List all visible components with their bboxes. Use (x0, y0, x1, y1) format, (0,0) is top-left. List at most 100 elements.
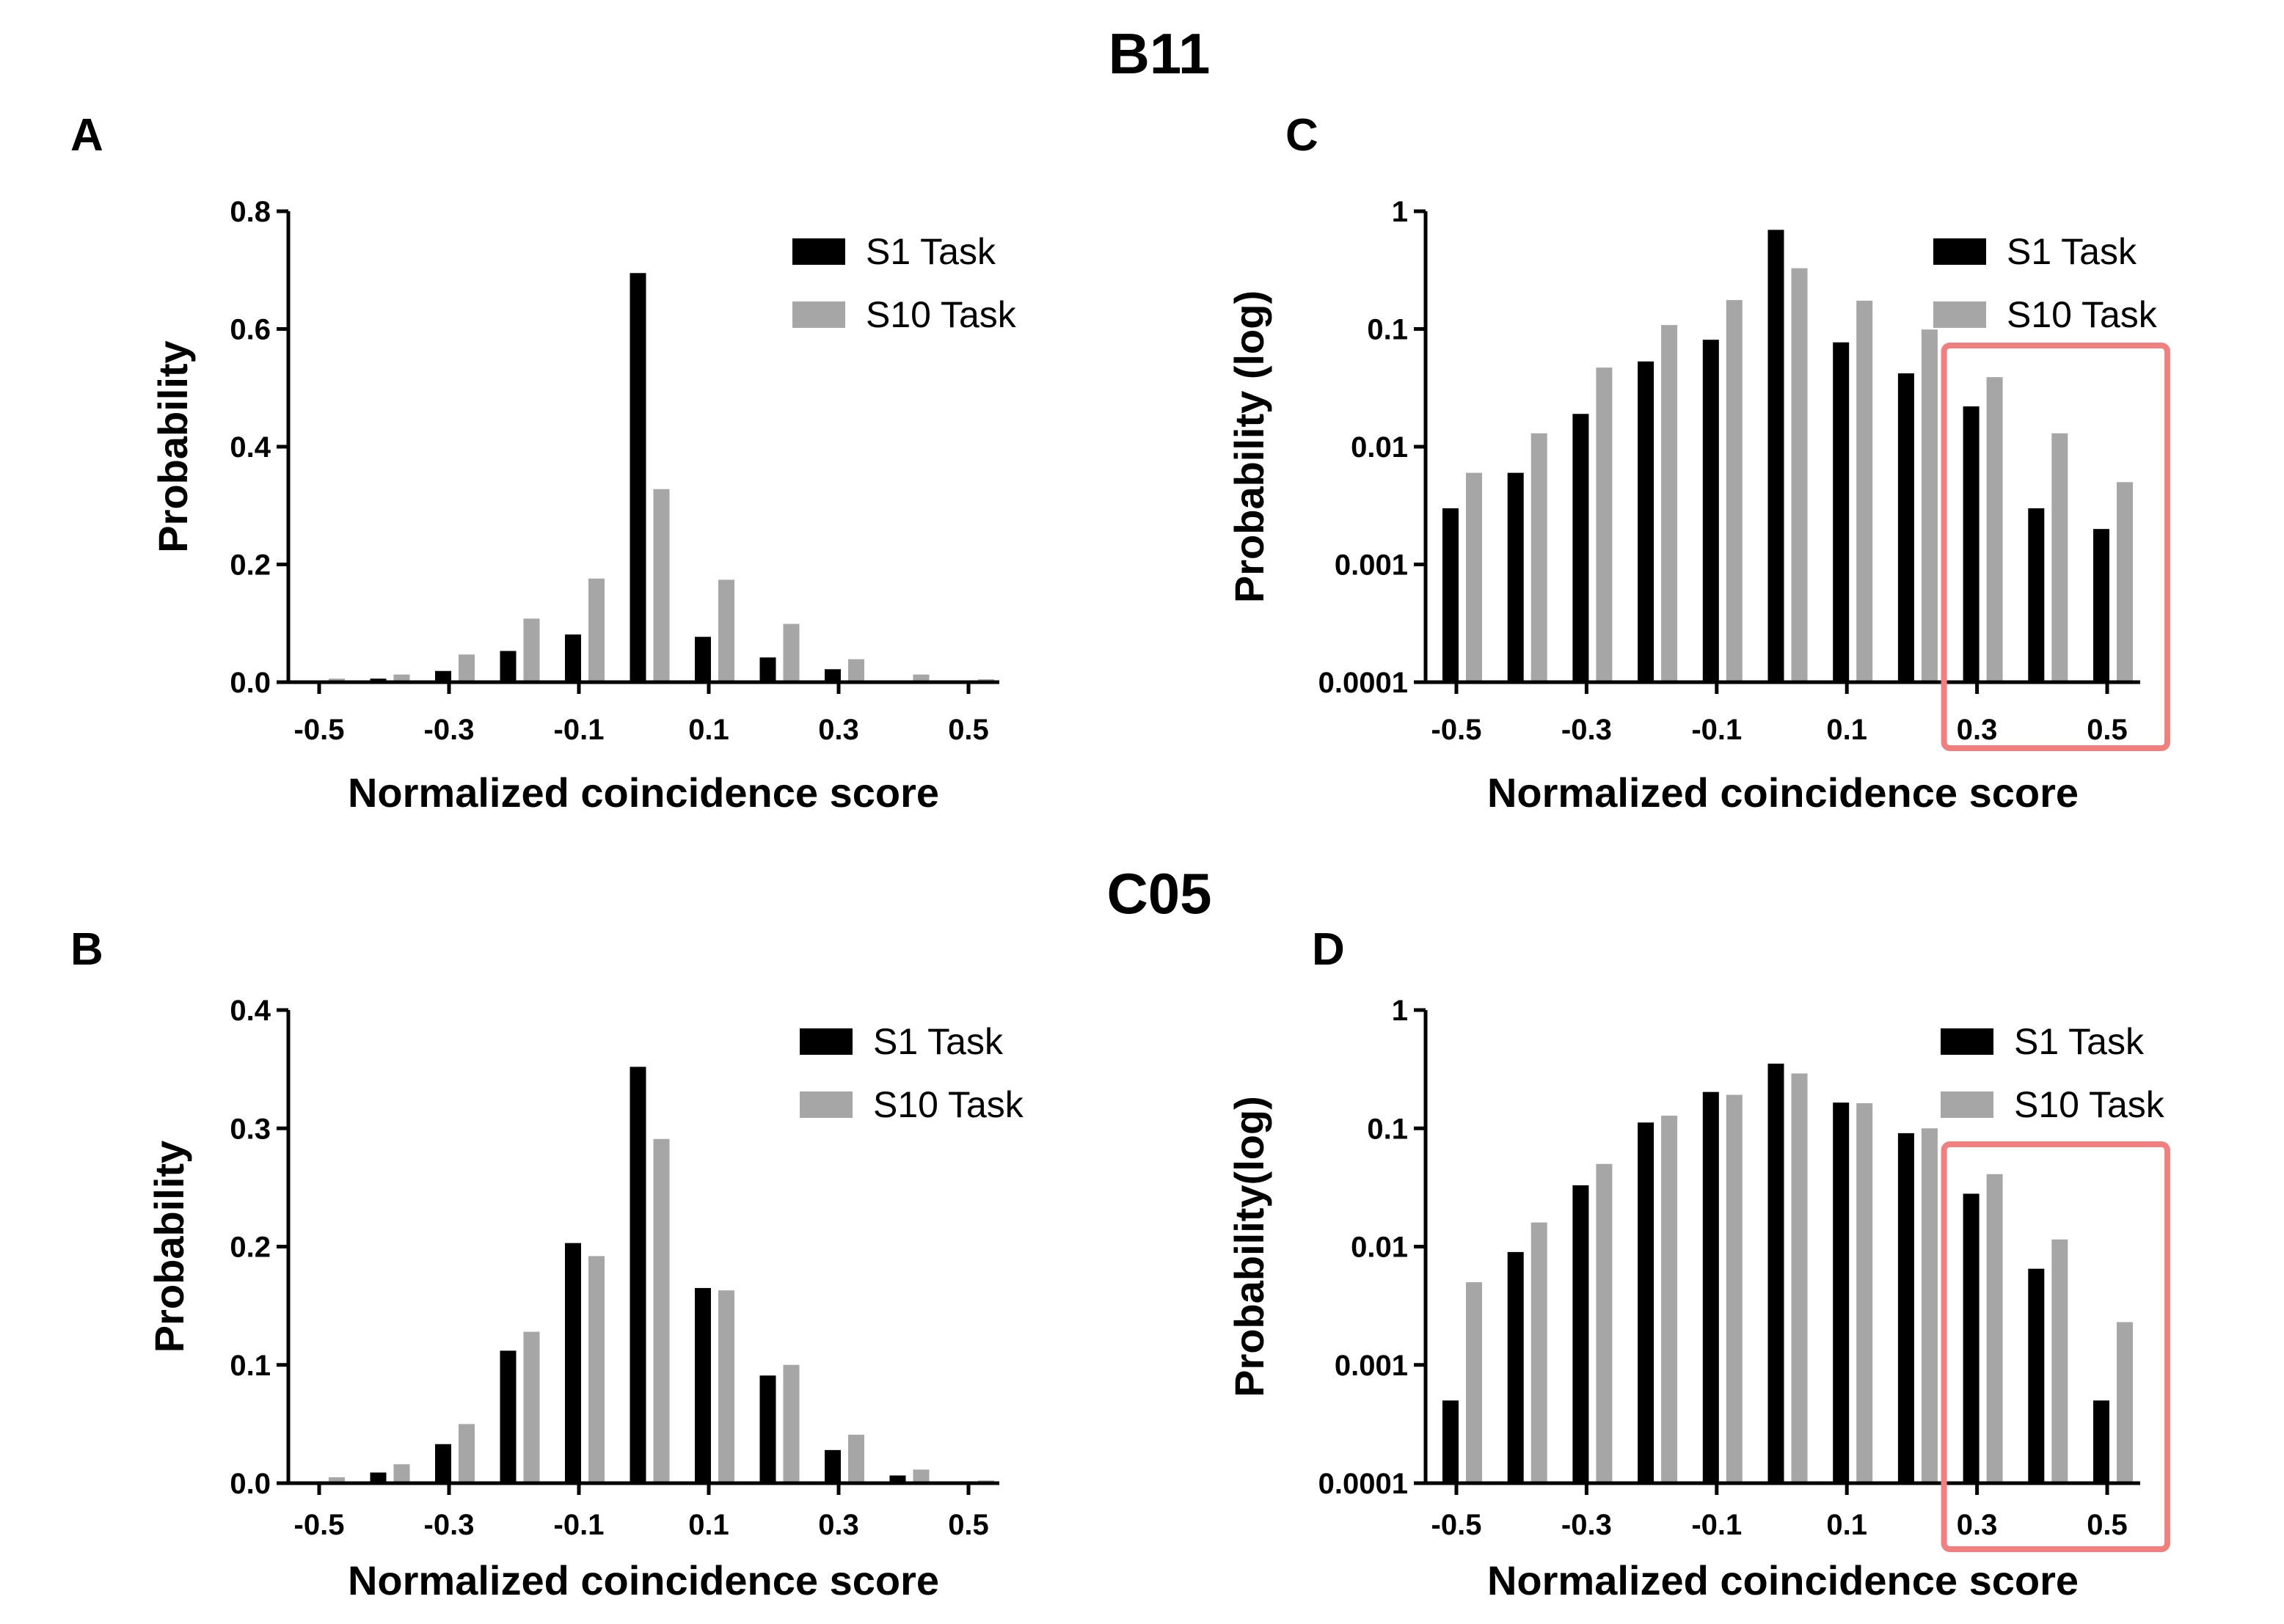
bar-c-s1-1 (1507, 472, 1524, 682)
bar-b-s1-5 (630, 1067, 646, 1483)
x-tick-label-c-1: -0.3 (1561, 714, 1612, 746)
bar-a-s1-2 (435, 670, 451, 682)
bar-c-s10-6 (1856, 300, 1873, 682)
x-tick-label-c-2: -0.1 (1691, 714, 1742, 746)
x-tick-label-d-4: 0.3 (1957, 1509, 1998, 1541)
bar-a-s10-4 (588, 578, 605, 682)
y-tick-label-a-3: 0.6 (230, 314, 271, 346)
bar-d-s10-9 (2051, 1239, 2068, 1483)
y-tick-label-c-3: 0.1 (1367, 314, 1408, 346)
bar-a-s1-7 (759, 657, 776, 682)
x-tick-label-d-1: -0.3 (1561, 1509, 1612, 1541)
legend-label-b-s10: S10 Task (873, 1084, 1024, 1125)
y-axis-title-b: Probability (146, 1141, 192, 1353)
bar-d-s1-2 (1572, 1185, 1589, 1483)
x-axis-title-d: Normalized coincidence score (1487, 1557, 2079, 1603)
bar-b-s1-3 (500, 1350, 517, 1483)
bar-c-s1-0 (1442, 508, 1459, 682)
x-tick-label-c-3: 0.1 (1826, 714, 1867, 746)
bar-b-s10-5 (653, 1138, 670, 1483)
bar-c-s1-10 (2093, 529, 2109, 682)
bar-b-s10-6 (718, 1290, 734, 1483)
legend-label-b-s1: S1 Task (873, 1021, 1004, 1062)
bar-b-s10-0 (329, 1477, 345, 1483)
bar-c-s1-2 (1572, 414, 1589, 682)
bar-d-s1-9 (2028, 1268, 2045, 1483)
bar-c-s1-3 (1638, 361, 1654, 682)
bar-d-s1-10 (2093, 1400, 2109, 1483)
bar-b-s1-9 (889, 1475, 906, 1483)
bar-a-s10-2 (459, 654, 475, 682)
bar-c-s10-0 (1466, 472, 1482, 682)
bar-d-s10-10 (2117, 1322, 2133, 1483)
bar-c-s1-8 (1963, 406, 1980, 682)
x-tick-label-b-3: 0.1 (688, 1509, 729, 1541)
bar-a-s10-7 (783, 623, 800, 682)
bar-b-s1-2 (435, 1444, 451, 1483)
bar-b-s1-8 (825, 1449, 841, 1483)
highlight-box-c (1941, 343, 2171, 751)
x-tick-label-d-5: 0.5 (2087, 1509, 2128, 1541)
panel-letter-a: A (70, 110, 103, 161)
legend-swatch-c-s1 (1933, 238, 1986, 265)
legend-swatch-b-s10 (800, 1091, 853, 1118)
y-tick-label-d-4: 1 (1392, 995, 1408, 1027)
y-tick-label-c-2: 0.01 (1351, 431, 1408, 464)
x-tick-label-b-0: -0.5 (294, 1509, 345, 1541)
bar-b-s10-4 (588, 1256, 605, 1483)
y-tick-label-a-0: 0.0 (230, 667, 271, 699)
y-axis-title-a: Probability (150, 340, 196, 552)
y-tick-label-c-0: 0.0001 (1318, 667, 1408, 699)
bar-d-s1-1 (1507, 1251, 1524, 1483)
x-axis-title-b: Normalized coincidence score (348, 1557, 939, 1603)
bar-c-s1-6 (1833, 342, 1850, 682)
bar-d-s10-7 (1921, 1128, 1938, 1483)
bar-c-s10-5 (1791, 268, 1808, 682)
bar-d-s10-1 (1530, 1222, 1547, 1483)
x-tick-label-c-0: -0.5 (1431, 714, 1482, 746)
bar-a-s10-1 (393, 674, 410, 682)
bar-d-s10-2 (1596, 1163, 1613, 1483)
legend-label-a-s1: S1 Task (866, 231, 996, 272)
y-tick-label-b-2: 0.2 (230, 1232, 271, 1264)
x-tick-label-b-5: 0.5 (948, 1509, 989, 1541)
legend-swatch-a-s1 (792, 238, 845, 265)
bar-b-s1-6 (695, 1287, 711, 1483)
y-tick-label-c-4: 1 (1392, 196, 1408, 228)
bar-a-s10-8 (848, 659, 864, 682)
y-axis-title-c: Probability (log) (1226, 290, 1272, 603)
legend-swatch-a-s10 (792, 301, 845, 328)
bar-b-s10-1 (393, 1464, 410, 1483)
y-axis-title-d: Probability(log) (1226, 1096, 1272, 1397)
y-tick-label-b-1: 0.1 (230, 1350, 271, 1382)
bar-a-s1-4 (565, 634, 581, 682)
x-tick-label-a-3: 0.1 (688, 714, 729, 746)
bar-c-s1-9 (2028, 508, 2045, 682)
chart-panel-a: A 0.0 0.2 0.4 0.6 0.8 -0.5 -0.3 -0.1 0.1 0.3 0.5 Nor… (70, 110, 1017, 816)
bar-a-s1-8 (825, 669, 841, 682)
bar-d-s1-0 (1442, 1400, 1459, 1483)
x-tick-label-a-0: -0.5 (294, 714, 345, 746)
bar-d-s1-4 (1702, 1091, 1719, 1483)
y-tick-label-d-3: 0.1 (1367, 1113, 1408, 1145)
x-tick-label-b-1: -0.3 (424, 1509, 475, 1541)
bar-d-s1-8 (1963, 1193, 1980, 1483)
x-tick-label-a-2: -0.1 (554, 714, 605, 746)
bar-c-s10-2 (1596, 367, 1613, 682)
bar-c-s1-5 (1767, 230, 1784, 682)
chart-panel-d: D 0.0001 0.001 0.01 0.1 1 -0.5 -0.3 -0.1 0.1 0.3 0.… (1226, 924, 2171, 1603)
bar-a-s10-9 (913, 674, 930, 682)
y-tick-label-b-3: 0.3 (230, 1113, 271, 1145)
bar-a-s10-5 (653, 489, 670, 682)
bar-a-s1-6 (695, 637, 711, 682)
bar-c-s10-7 (1921, 329, 1938, 682)
bar-d-s10-5 (1791, 1073, 1808, 1483)
bar-a-s10-3 (523, 618, 540, 682)
y-tick-label-a-2: 0.4 (230, 431, 271, 464)
x-tick-label-b-2: -0.1 (554, 1509, 605, 1541)
legend-label-a-s10: S10 Task (866, 294, 1017, 335)
bar-c-s10-1 (1530, 433, 1547, 682)
bar-d-s10-6 (1856, 1103, 1873, 1483)
bar-d-s10-8 (1986, 1174, 2003, 1483)
legend-label-c-s10: S10 Task (2007, 294, 2158, 335)
